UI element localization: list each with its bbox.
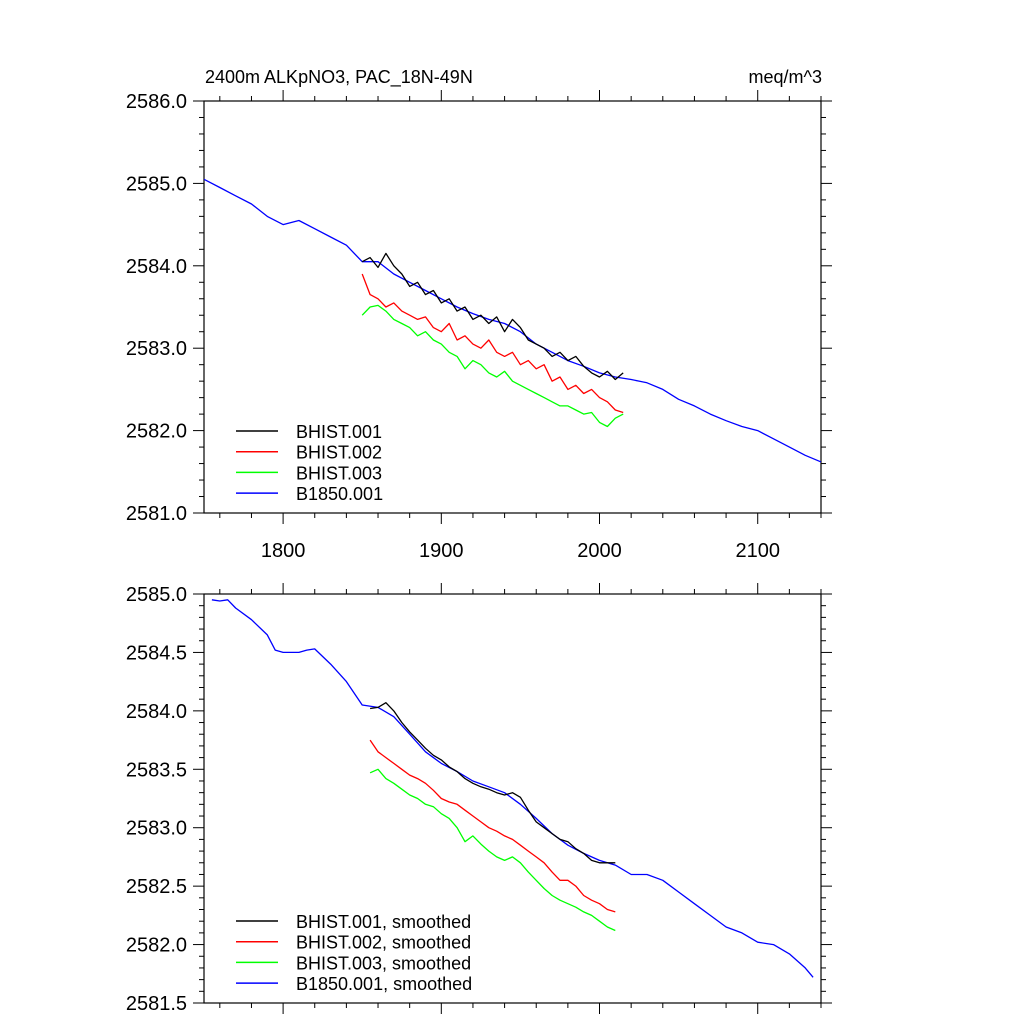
y-tick-label: 2583.0	[126, 818, 187, 840]
top-panel: 2581.0 2582.0 2583.0 2584.0 2585.0 2586.0 1800…	[126, 90, 832, 562]
y-tick-label: 2585.0	[126, 173, 187, 195]
series-line-b1850-001	[204, 178, 821, 463]
legend-label: BHIST.003	[296, 463, 382, 483]
y-tick-label: 2585.0	[126, 584, 187, 606]
legend-label: BHIST.002	[296, 443, 382, 463]
x-tick-label: 1800	[261, 540, 306, 562]
series-line-bhist-001-smoothed	[370, 702, 616, 864]
y-tick-label: 2583.0	[126, 338, 187, 360]
y-tick-label: 2584.0	[126, 256, 187, 278]
legend-label: BHIST.002, smoothed	[296, 933, 471, 953]
y-tick-label: 2584.5	[126, 642, 187, 664]
legend-label: BHIST.003, smoothed	[296, 953, 471, 973]
x-tick-label: 2100	[735, 540, 780, 562]
series-line-bhist-002	[361, 273, 624, 414]
series-line-b1850-001-smoothed	[211, 599, 814, 978]
series-line-bhist-003	[361, 304, 624, 428]
x-tick-label: 1900	[419, 540, 464, 562]
series-line-bhist-001	[361, 252, 624, 381]
plot-frame	[203, 100, 822, 514]
y-tick-label: 2582.0	[126, 421, 187, 443]
y-tick-label: 2586.0	[126, 91, 187, 113]
y-tick-label: 2583.5	[126, 759, 187, 781]
chart-units: meq/m^3	[749, 67, 822, 87]
legend-label: BHIST.001	[296, 422, 382, 442]
x-tick-label: 2000	[577, 540, 622, 562]
y-tick-label: 2582.5	[126, 876, 187, 898]
legend-label: BHIST.001, smoothed	[296, 912, 471, 932]
chart-title: 2400m ALKpNO3, PAC_18N-49N	[205, 67, 473, 88]
plot-frame	[203, 593, 822, 1004]
series-line-bhist-002-smoothed	[369, 739, 616, 913]
y-tick-label: 2584.0	[126, 701, 187, 723]
y-tick-label: 2582.0	[126, 935, 187, 957]
y-tick-label: 2581.5	[126, 993, 187, 1015]
legend-label: B1850.001, smoothed	[296, 974, 472, 994]
bottom-panel: 2581.5 2582.0 2582.5 2583.0 2583.5 2584.0 2584…	[126, 583, 832, 1015]
series-line-bhist-003-smoothed	[369, 768, 616, 932]
legend-label: B1850.001	[296, 484, 383, 504]
y-tick-label: 2581.0	[126, 503, 187, 525]
